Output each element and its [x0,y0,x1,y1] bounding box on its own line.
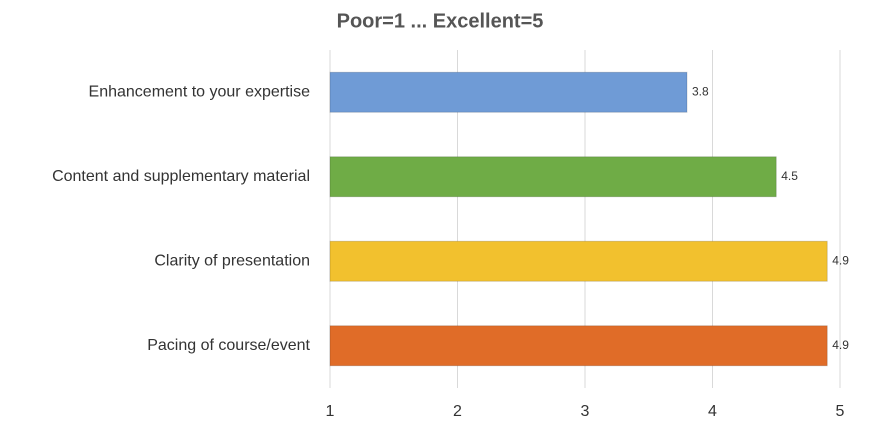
y-tick-label: Pacing of course/event [147,337,310,354]
y-tick-label: Content and supplementary material [52,168,310,185]
x-tick-label: 2 [453,403,462,420]
y-tick-label: Enhancement to your expertise [89,83,311,100]
bar [329,71,688,113]
bar [329,156,777,198]
value-label: 4.5 [781,169,798,183]
x-tick-label: 4 [708,403,717,420]
chart-title: Poor=1 ... Excellent=5 [337,10,544,32]
value-label: 4.9 [832,338,849,352]
value-label: 3.8 [692,84,709,98]
bar [329,325,828,367]
bar [329,240,828,282]
x-tick-label: 5 [836,403,845,420]
x-tick-label: 1 [326,403,335,420]
x-tick-label: 3 [581,403,590,420]
value-label: 4.9 [832,253,849,267]
y-tick-label: Clarity of presentation [154,252,310,269]
